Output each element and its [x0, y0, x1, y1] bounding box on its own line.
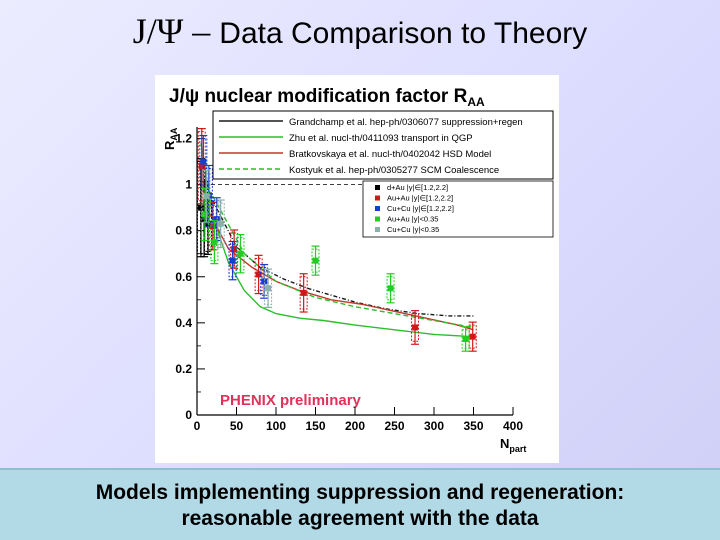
data-point [201, 211, 208, 218]
x-tick-label: 150 [305, 419, 325, 433]
x-tick-label: 50 [230, 419, 244, 433]
legend-marker [375, 216, 380, 222]
x-tick-label: 0 [194, 419, 201, 433]
theory-legend-box [212, 110, 554, 180]
data-point [211, 239, 218, 246]
y-tick-label: 0.6 [175, 270, 192, 284]
data-point [198, 163, 205, 170]
y-tick-label: 0 [185, 408, 192, 422]
y-tick-label: 0.4 [175, 316, 192, 330]
data-legend-label: d+Au |y|∈[1.2,2.2] [387, 183, 448, 192]
phenix-annotation: PHENIX preliminary [220, 392, 362, 409]
y-tick-label: 1.2 [175, 132, 192, 146]
theory-legend-label: Grandchamp et al. hep-ph/0306077 suppres… [289, 117, 523, 128]
data-point [412, 324, 419, 331]
x-tick-label: 250 [384, 419, 404, 433]
x-tick-label: 350 [463, 419, 483, 433]
data-point [255, 271, 262, 278]
data-point [265, 285, 272, 292]
model-curve [212, 195, 474, 329]
y-tick-label: 1 [185, 178, 192, 192]
legend-marker [375, 185, 380, 190]
data-legend-label: Cu+Cu |y|<0.35 [387, 225, 439, 234]
data-legend-label: Au+Au |y|<0.35 [387, 215, 438, 224]
chart-svg: J/ψ nuclear modification factor RAA RAA … [162, 86, 554, 454]
caption-box: Models implementing suppression and rege… [0, 468, 720, 540]
data-point [469, 333, 476, 340]
legend-marker [375, 206, 380, 211]
theory-legend-label: Bratkovskaya et al. nucl-th/0402042 HSD … [289, 149, 491, 160]
model-curve [200, 142, 474, 338]
x-tick-label: 400 [503, 419, 523, 433]
data-point [200, 158, 207, 165]
data-point [231, 246, 238, 253]
legend-marker [375, 195, 380, 201]
legend-marker [375, 227, 380, 232]
y-axis-label: RAA [162, 127, 179, 150]
data-point [209, 223, 216, 230]
x-axis-label: Npart [500, 436, 526, 454]
data-point [462, 335, 469, 342]
chart-title: J/ψ nuclear modification factor RAA [169, 86, 485, 109]
y-tick-label: 0.8 [175, 224, 192, 238]
slide-title: J/Ψ – Data Comparison to Theory [0, 10, 720, 52]
theory-legend-label: Kostyuk et al. hep-ph/0305277 SCM Coales… [289, 165, 499, 176]
data-point [229, 257, 236, 264]
caption-line-2: reasonable agreement with the data [181, 507, 539, 530]
data-point [217, 220, 224, 227]
data-point [261, 278, 268, 285]
data-legend-label: Au+Au |y|∈[1.2,2.2] [387, 194, 453, 203]
data-point [300, 289, 307, 296]
data-point [237, 250, 244, 257]
x-tick-label: 200 [345, 419, 365, 433]
y-tick-label: 0.2 [175, 362, 192, 376]
x-tick-label: 100 [266, 419, 286, 433]
data-legend-label: Cu+Cu |y|∈[1.2,2.2] [387, 204, 454, 213]
chart-figure: J/ψ nuclear modification factor RAA RAA … [155, 75, 559, 463]
data-point [387, 285, 394, 292]
x-tick-label: 300 [424, 419, 444, 433]
slide-title-sub: Data Comparison to Theory [219, 17, 588, 50]
data-point [197, 204, 204, 211]
caption-line-1: Models implementing suppression and rege… [95, 481, 625, 504]
theory-legend-label: Zhu et al. nucl-th/0411093 transport in … [289, 133, 473, 144]
slide-title-main: J/Ψ – [132, 11, 220, 51]
data-legend-box [362, 180, 554, 238]
data-point [312, 257, 319, 264]
data-point [203, 193, 210, 200]
